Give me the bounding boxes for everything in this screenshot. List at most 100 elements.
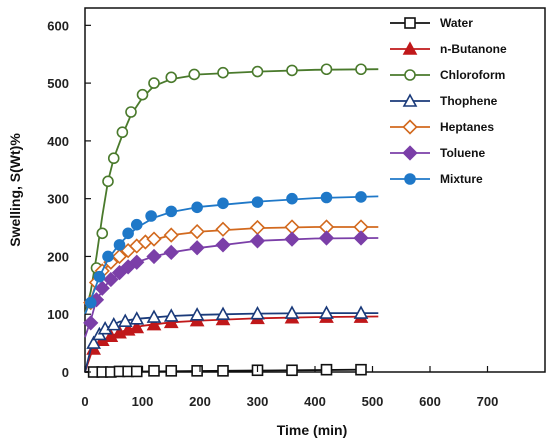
data-point-thophene bbox=[319, 305, 334, 319]
x-tick-label: 400 bbox=[304, 394, 326, 409]
x-tick-label: 700 bbox=[477, 394, 499, 409]
data-point-chloroform bbox=[320, 63, 333, 76]
data-point-mixture bbox=[286, 192, 298, 205]
y-tick-label: 200 bbox=[47, 249, 69, 264]
legend-item-n-butanone: n-Butanone bbox=[390, 41, 507, 56]
data-point-heptanes bbox=[249, 219, 266, 236]
series-mixture bbox=[84, 191, 379, 315]
y-axis-title: Swelling, S(Wt)% bbox=[7, 133, 23, 247]
data-point-water bbox=[148, 365, 160, 377]
data-point-thophene bbox=[189, 307, 205, 321]
legend-label: Chloroform bbox=[440, 68, 505, 82]
data-point-chloroform bbox=[251, 65, 264, 78]
data-point-chloroform bbox=[116, 126, 129, 139]
legend-marker bbox=[402, 41, 418, 55]
data-point-thophene bbox=[284, 305, 300, 319]
legend-label: Mixture bbox=[440, 172, 483, 186]
series-layer bbox=[83, 63, 379, 378]
legend-label: Heptanes bbox=[440, 120, 494, 134]
data-point-chloroform bbox=[355, 63, 367, 76]
data-point-toluene bbox=[353, 230, 369, 246]
legend-label: Toluene bbox=[440, 146, 485, 160]
data-point-thophene bbox=[146, 309, 162, 323]
x-tick-label: 0 bbox=[81, 394, 88, 409]
data-point-n-butanone bbox=[146, 316, 162, 331]
legend-item-chloroform: Chloroform bbox=[390, 68, 505, 82]
y-tick-label: 600 bbox=[47, 18, 69, 33]
data-point-chloroform bbox=[188, 68, 201, 81]
data-point-toluene bbox=[215, 237, 231, 253]
data-point-water bbox=[286, 364, 298, 377]
data-point-thophene bbox=[117, 313, 133, 327]
data-point-n-butanone bbox=[163, 314, 179, 329]
data-point-mixture bbox=[355, 191, 367, 203]
legend-marker bbox=[404, 173, 416, 185]
y-tick-label: 300 bbox=[47, 192, 69, 207]
data-point-mixture bbox=[251, 196, 264, 208]
data-point-toluene bbox=[318, 230, 335, 246]
data-point-chloroform bbox=[102, 175, 114, 188]
data-point-water bbox=[130, 365, 143, 378]
legend-label: Thophene bbox=[440, 94, 498, 108]
x-tick-label: 200 bbox=[189, 394, 211, 409]
legend-marker bbox=[402, 93, 418, 107]
x-axis-ticks: 0 100 200 300 400 500 600 700 bbox=[81, 366, 498, 409]
x-tick-label: 300 bbox=[247, 394, 269, 409]
data-point-heptanes bbox=[163, 227, 179, 243]
data-point-water bbox=[355, 363, 367, 376]
data-point-toluene bbox=[284, 231, 300, 247]
y-tick-label: 0 bbox=[62, 365, 69, 380]
legend-item-heptanes: Heptanes bbox=[390, 119, 494, 135]
data-point-thophene bbox=[215, 306, 231, 321]
data-point-heptanes bbox=[111, 248, 128, 265]
legend-marker bbox=[402, 145, 418, 161]
data-point-heptanes bbox=[146, 231, 162, 247]
data-point-heptanes bbox=[215, 221, 231, 237]
y-axis-ticks: 0 100 200 300 400 500 600 bbox=[47, 18, 91, 380]
fit-line-chloroform bbox=[84, 68, 379, 315]
data-point-chloroform bbox=[217, 66, 229, 79]
y-tick-label: 500 bbox=[47, 76, 69, 91]
data-point-mixture bbox=[191, 201, 203, 214]
data-point-water bbox=[217, 365, 229, 377]
data-point-toluene bbox=[249, 233, 266, 249]
data-point-thophene bbox=[129, 311, 145, 325]
data-point-chloroform bbox=[165, 71, 178, 84]
data-point-toluene bbox=[129, 254, 145, 270]
data-point-water bbox=[191, 365, 203, 377]
legend-item-thophene: Thophene bbox=[390, 93, 498, 108]
data-point-toluene bbox=[146, 248, 162, 265]
data-point-mixture bbox=[217, 197, 229, 210]
legend: Water n-Butanone Chloroform Thophene Heptane… bbox=[390, 16, 507, 186]
data-point-toluene bbox=[103, 271, 119, 288]
data-point-toluene bbox=[189, 240, 205, 256]
data-point-chloroform bbox=[286, 64, 298, 77]
data-point-chloroform bbox=[96, 227, 109, 240]
data-point-mixture bbox=[84, 296, 97, 309]
legend-marker bbox=[402, 119, 418, 135]
series-toluene bbox=[83, 230, 379, 338]
data-point-thophene bbox=[86, 335, 101, 349]
legend-marker bbox=[404, 69, 416, 81]
data-point-mixture bbox=[165, 205, 178, 218]
data-point-toluene bbox=[83, 315, 99, 331]
x-axis-title: Time (min) bbox=[277, 422, 348, 438]
data-point-chloroform bbox=[148, 77, 160, 89]
data-point-thophene bbox=[163, 308, 179, 322]
x-tick-label: 600 bbox=[419, 394, 441, 409]
data-point-mixture bbox=[130, 218, 143, 231]
legend-item-mixture: Mixture bbox=[390, 172, 483, 186]
data-point-thophene bbox=[106, 316, 122, 331]
data-point-water bbox=[320, 363, 333, 376]
series-water bbox=[84, 363, 367, 378]
legend-label: n-Butanone bbox=[440, 42, 507, 56]
series-thophene bbox=[84, 305, 379, 373]
x-tick-label: 500 bbox=[362, 394, 384, 409]
data-point-thophene bbox=[250, 305, 265, 320]
data-point-chloroform bbox=[125, 106, 137, 118]
data-point-mixture bbox=[113, 239, 126, 251]
data-point-mixture bbox=[93, 270, 106, 283]
data-point-toluene bbox=[94, 280, 110, 296]
data-point-mixture bbox=[102, 250, 114, 263]
